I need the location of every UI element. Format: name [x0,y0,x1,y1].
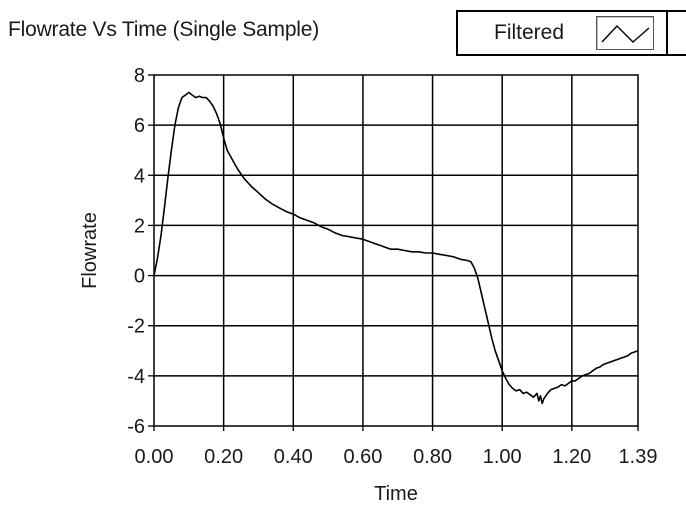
y-axis-title: Flowrate [79,212,101,289]
x-axis-title: Time [374,483,418,505]
plot-grid [154,75,638,426]
chart-title: Flowrate Vs Time (Single Sample) [8,18,320,41]
y-tick-label: 6 [134,115,145,137]
series-layer [153,91,639,405]
x-tick-label: 0.20 [204,446,243,468]
y-tick-label: -6 [127,416,145,438]
series-line-filtered [153,91,639,405]
x-tick-label: 1.00 [483,446,522,468]
x-tick-label: 0.60 [343,446,382,468]
plot-legend[interactable]: Filtered [456,10,686,56]
x-tick-label: 0.40 [274,446,313,468]
y-tick-label: 8 [134,65,145,87]
x-tick-label: 0.00 [135,446,174,468]
x-tick-label: 1.39 [619,446,658,468]
plot-frame [153,74,639,427]
y-tick-label: 2 [134,215,145,237]
y-tick-label: 4 [134,165,145,187]
axis-ticks: 0.00 0.20 0.40 0.60 0.80 1.00 1.20 1.39 8 6 4 2 0 -2 -… [127,65,657,468]
legend-divider [666,12,668,54]
x-tick-label: 0.80 [413,446,452,468]
y-tick-label: -4 [127,366,145,388]
x-tick-label: 1.20 [552,446,591,468]
y-tick-label: -2 [127,316,145,338]
line-plot-icon[interactable] [596,16,654,50]
legend-label: Filtered [494,21,565,44]
y-tick-label: 0 [134,266,145,288]
